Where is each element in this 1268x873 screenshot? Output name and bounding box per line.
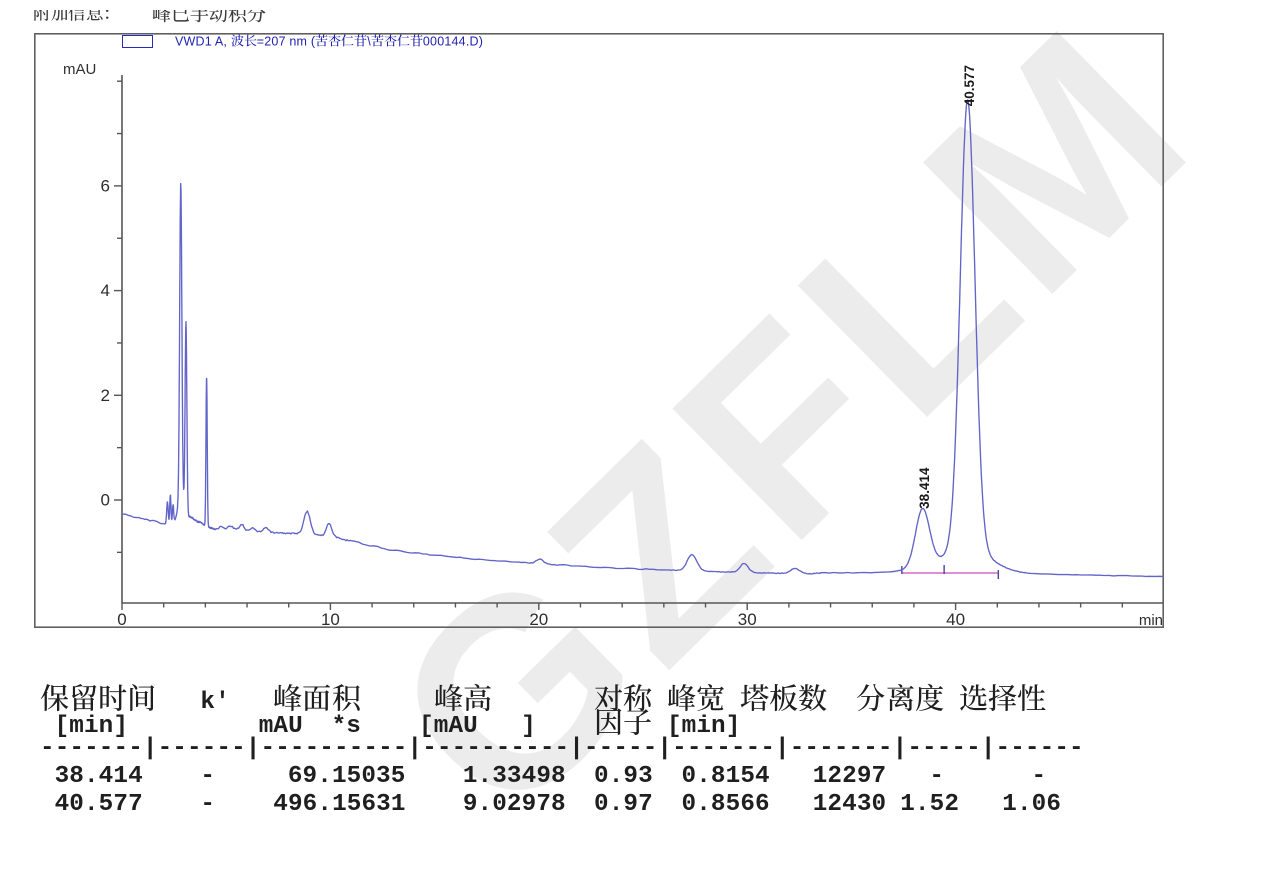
table-cell-text: [min] <box>666 712 741 740</box>
cjk-char <box>68 10 86 21</box>
y-axis-unit-label: mAU <box>63 61 97 78</box>
table-header-row-1: k' <box>40 683 1160 716</box>
table-cell-text: 12430 <box>812 790 887 818</box>
table-cell-text: 496.15631 <box>273 790 406 818</box>
table-cell-text: - <box>200 763 216 791</box>
table-cell-text: - <box>200 790 216 818</box>
cjk-char <box>231 34 244 47</box>
chromatogram-panel: 0 2 4 6 0 10 20 30 40 min 38.414 40.577 VWD1 A, =20… <box>34 33 1164 628</box>
x-tick-label: 30 <box>738 610 757 628</box>
cjk-char <box>328 34 341 47</box>
table-cell-text: ] <box>521 712 536 740</box>
cjk-char <box>244 34 257 47</box>
cjk-char <box>172 10 189 22</box>
table-cell-text: 0.97 <box>594 790 653 818</box>
additional-info-run <box>152 10 266 23</box>
table-cell-text: *s <box>331 712 361 740</box>
table-cell-text: 69.15035 <box>287 763 406 791</box>
y-tick-label: 2 <box>101 386 110 405</box>
table-separator-row: -------|------|----------|----------|---… <box>40 730 1160 763</box>
table-data-row-1: 38.414 - 69.15035 1.33498 0.93 0.8154 12297 - - <box>40 758 1160 791</box>
y-tick-label: 0 <box>101 491 110 510</box>
x-tick-label: 10 <box>321 610 340 628</box>
cjk-char <box>209 10 228 22</box>
table-cell-text: 1.33498 <box>462 763 566 791</box>
table-cell-text: 12297 <box>812 763 887 791</box>
table-data-row-2: 40.577 - 496.15631 9.02978 0.97 0.8566 12430 1.… <box>40 785 1160 818</box>
cjk-char <box>86 10 103 20</box>
table-cell-text: - <box>1031 763 1047 791</box>
cjk-char <box>354 34 367 47</box>
additional-info-run <box>33 10 121 22</box>
table-cell-text: - <box>929 763 945 791</box>
x-tick-label: 40 <box>946 610 965 628</box>
y-tick-label: 6 <box>101 176 110 195</box>
table-cell-text: mAU <box>258 712 303 740</box>
cjk-char <box>228 10 247 22</box>
table-cell-text: -------|------|----------|----------|---… <box>40 735 1084 763</box>
table-cell-text: 0.8566 <box>681 790 770 818</box>
cjk-char <box>371 34 384 47</box>
cjk-char <box>50 10 68 21</box>
peak-rt-label: 38.414 <box>917 467 932 509</box>
cjk-char <box>315 34 328 47</box>
cjk-char <box>152 10 171 22</box>
table-cell-text: k' <box>200 688 230 716</box>
cjk-char <box>106 10 109 19</box>
integration-results-table: k' [min] mAU *s [mAU] [min] -------|------|---… <box>40 660 1240 840</box>
table-cell-text: [min] <box>54 712 129 740</box>
chromatogram-plot: 0 2 4 6 0 10 20 30 40 min 38.414 40.577 <box>34 33 1164 628</box>
y-tick-label: 4 <box>101 281 110 300</box>
axes: 0 2 4 6 0 10 20 30 40 min <box>101 75 1163 628</box>
x-tick-label: 20 <box>529 610 548 628</box>
table-cell-text: 38.414 <box>54 763 143 791</box>
cjk-char <box>34 10 51 21</box>
table-cell-text: 1.06 <box>1002 790 1062 818</box>
table-cell-text: 0.8154 <box>681 763 770 791</box>
legend-swatch-box <box>122 35 153 48</box>
table-cell-text: 0.93 <box>594 763 653 791</box>
cjk-char <box>384 34 397 47</box>
peak-rt-label: 40.577 <box>962 65 977 106</box>
cjk-char <box>190 10 209 22</box>
table-cell-text: 9.02978 <box>462 790 566 818</box>
x-axis-unit-label: min <box>1139 612 1163 628</box>
plot-border <box>34 33 1164 628</box>
cjk-char <box>247 10 266 22</box>
cjk-char <box>410 34 423 47</box>
table-cell-text: [mAU <box>419 712 478 740</box>
table-cell-text: 40.577 <box>54 790 143 818</box>
cjk-char <box>341 34 354 47</box>
legend-signal-label: VWD1 A, =207 nm (\ 000144.D) <box>175 34 484 49</box>
table-cell-text: 1.52 <box>900 790 960 818</box>
chromatogram-trace <box>121 99 1164 578</box>
additional-info-line <box>33 10 333 24</box>
x-tick-label: 0 <box>117 610 126 628</box>
table-header-row-2: [min] mAU *s [mAU] [min] <box>40 707 1160 740</box>
cjk-char <box>397 34 410 47</box>
